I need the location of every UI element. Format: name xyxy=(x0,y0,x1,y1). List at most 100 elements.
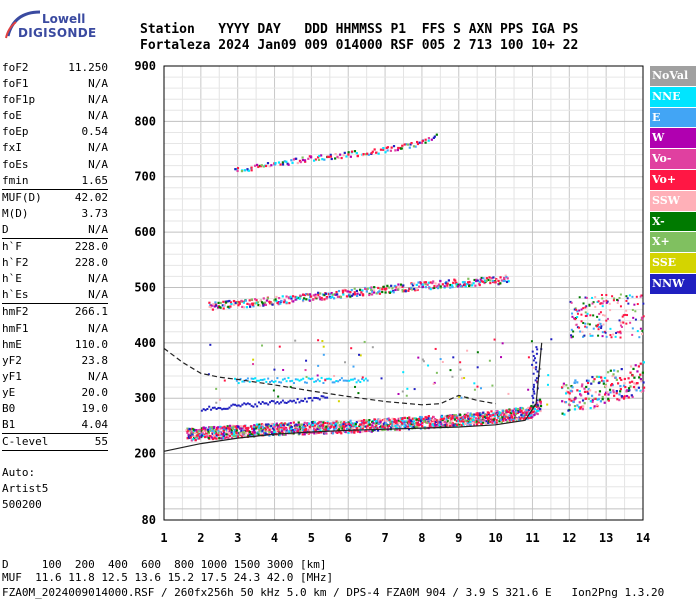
echo-point xyxy=(432,424,436,428)
echo-point xyxy=(427,137,431,140)
echo-point xyxy=(603,401,606,404)
echo-point xyxy=(424,138,427,141)
legend-item-sse: SSE xyxy=(650,253,696,274)
echo-point xyxy=(581,399,585,402)
y-tick-label: 500 xyxy=(134,280,156,294)
echo-point xyxy=(567,391,570,394)
echo-point xyxy=(495,410,498,413)
echo-point xyxy=(471,284,474,287)
echo-point xyxy=(274,402,277,405)
echo-point xyxy=(301,158,305,162)
echo-point xyxy=(530,340,533,343)
echo-point xyxy=(584,322,587,325)
echo-point xyxy=(576,326,579,329)
echo-point xyxy=(245,429,249,432)
echo-point xyxy=(247,434,250,437)
echo-point xyxy=(380,377,383,380)
echo-point xyxy=(585,379,589,382)
echo-point xyxy=(312,294,315,297)
echo-point xyxy=(476,413,479,417)
echo-point xyxy=(478,412,481,415)
echo-point xyxy=(280,381,283,384)
echo-point xyxy=(212,303,215,306)
echo-point xyxy=(357,392,360,395)
echo-point xyxy=(317,422,320,425)
echo-point xyxy=(599,400,603,403)
echo-point xyxy=(217,429,220,432)
echo-point xyxy=(281,399,284,402)
echo-point xyxy=(490,416,493,419)
echo-point xyxy=(324,292,327,295)
echo-point xyxy=(631,380,634,383)
echo-point xyxy=(480,422,483,425)
echo-point xyxy=(253,431,256,434)
echo-point xyxy=(375,424,378,427)
echo-point xyxy=(609,327,612,330)
param-value: N/A xyxy=(88,157,108,171)
echo-point xyxy=(244,299,247,302)
param-name: h`Es xyxy=(2,288,29,302)
echo-point xyxy=(492,276,495,279)
echo-point xyxy=(361,378,364,381)
echo-point xyxy=(591,400,594,403)
echo-point xyxy=(430,138,433,141)
echo-point xyxy=(238,301,241,304)
echo-point xyxy=(222,431,226,434)
echo-point xyxy=(625,390,628,393)
echo-point xyxy=(458,415,461,418)
echo-point xyxy=(430,417,433,420)
param-separator xyxy=(2,450,108,452)
echo-point xyxy=(598,393,601,396)
echo-point xyxy=(623,377,626,381)
echo-point xyxy=(601,331,604,334)
echo-point xyxy=(414,424,417,427)
echo-point xyxy=(532,401,535,404)
echo-point xyxy=(320,296,323,300)
echo-point xyxy=(259,304,262,307)
echo-point xyxy=(568,403,571,407)
echo-point xyxy=(436,284,439,288)
echo-point xyxy=(448,417,452,420)
echo-point xyxy=(449,283,452,287)
echo-point xyxy=(242,306,246,309)
echo-point xyxy=(220,437,223,440)
echo-point xyxy=(379,421,382,424)
echo-point xyxy=(603,393,607,396)
echo-point xyxy=(607,397,610,400)
echo-point xyxy=(334,152,337,156)
echo-point xyxy=(605,301,608,304)
echo-point xyxy=(615,392,618,395)
echo-point xyxy=(613,297,616,300)
echo-point xyxy=(532,383,535,386)
echo-point xyxy=(329,293,332,296)
echo-point xyxy=(359,381,362,384)
echo-point xyxy=(498,411,501,415)
logo-arc-icon xyxy=(5,10,41,39)
echo-point xyxy=(573,381,576,384)
echo-point xyxy=(311,423,315,427)
echo-point xyxy=(428,425,431,429)
echo-point xyxy=(487,416,491,419)
echo-point xyxy=(194,431,197,435)
echo-point xyxy=(616,370,619,373)
echo-point xyxy=(299,294,302,297)
echo-point xyxy=(241,431,244,434)
echo-point xyxy=(339,295,343,299)
echo-point xyxy=(627,387,631,390)
echo-point xyxy=(257,431,260,434)
echo-point xyxy=(326,422,329,425)
echo-point xyxy=(467,417,470,421)
echo-point xyxy=(283,427,286,430)
echo-point xyxy=(422,360,425,363)
echo-point xyxy=(532,397,535,400)
echo-point xyxy=(519,417,522,421)
echo-point xyxy=(533,392,536,395)
echo-point xyxy=(381,422,384,426)
echo-point xyxy=(276,425,280,428)
echo-point xyxy=(433,381,436,384)
echo-point xyxy=(436,287,440,290)
echo-point xyxy=(344,289,347,292)
echo-point xyxy=(225,433,228,436)
echo-point xyxy=(252,405,255,408)
echo-point xyxy=(489,281,492,285)
